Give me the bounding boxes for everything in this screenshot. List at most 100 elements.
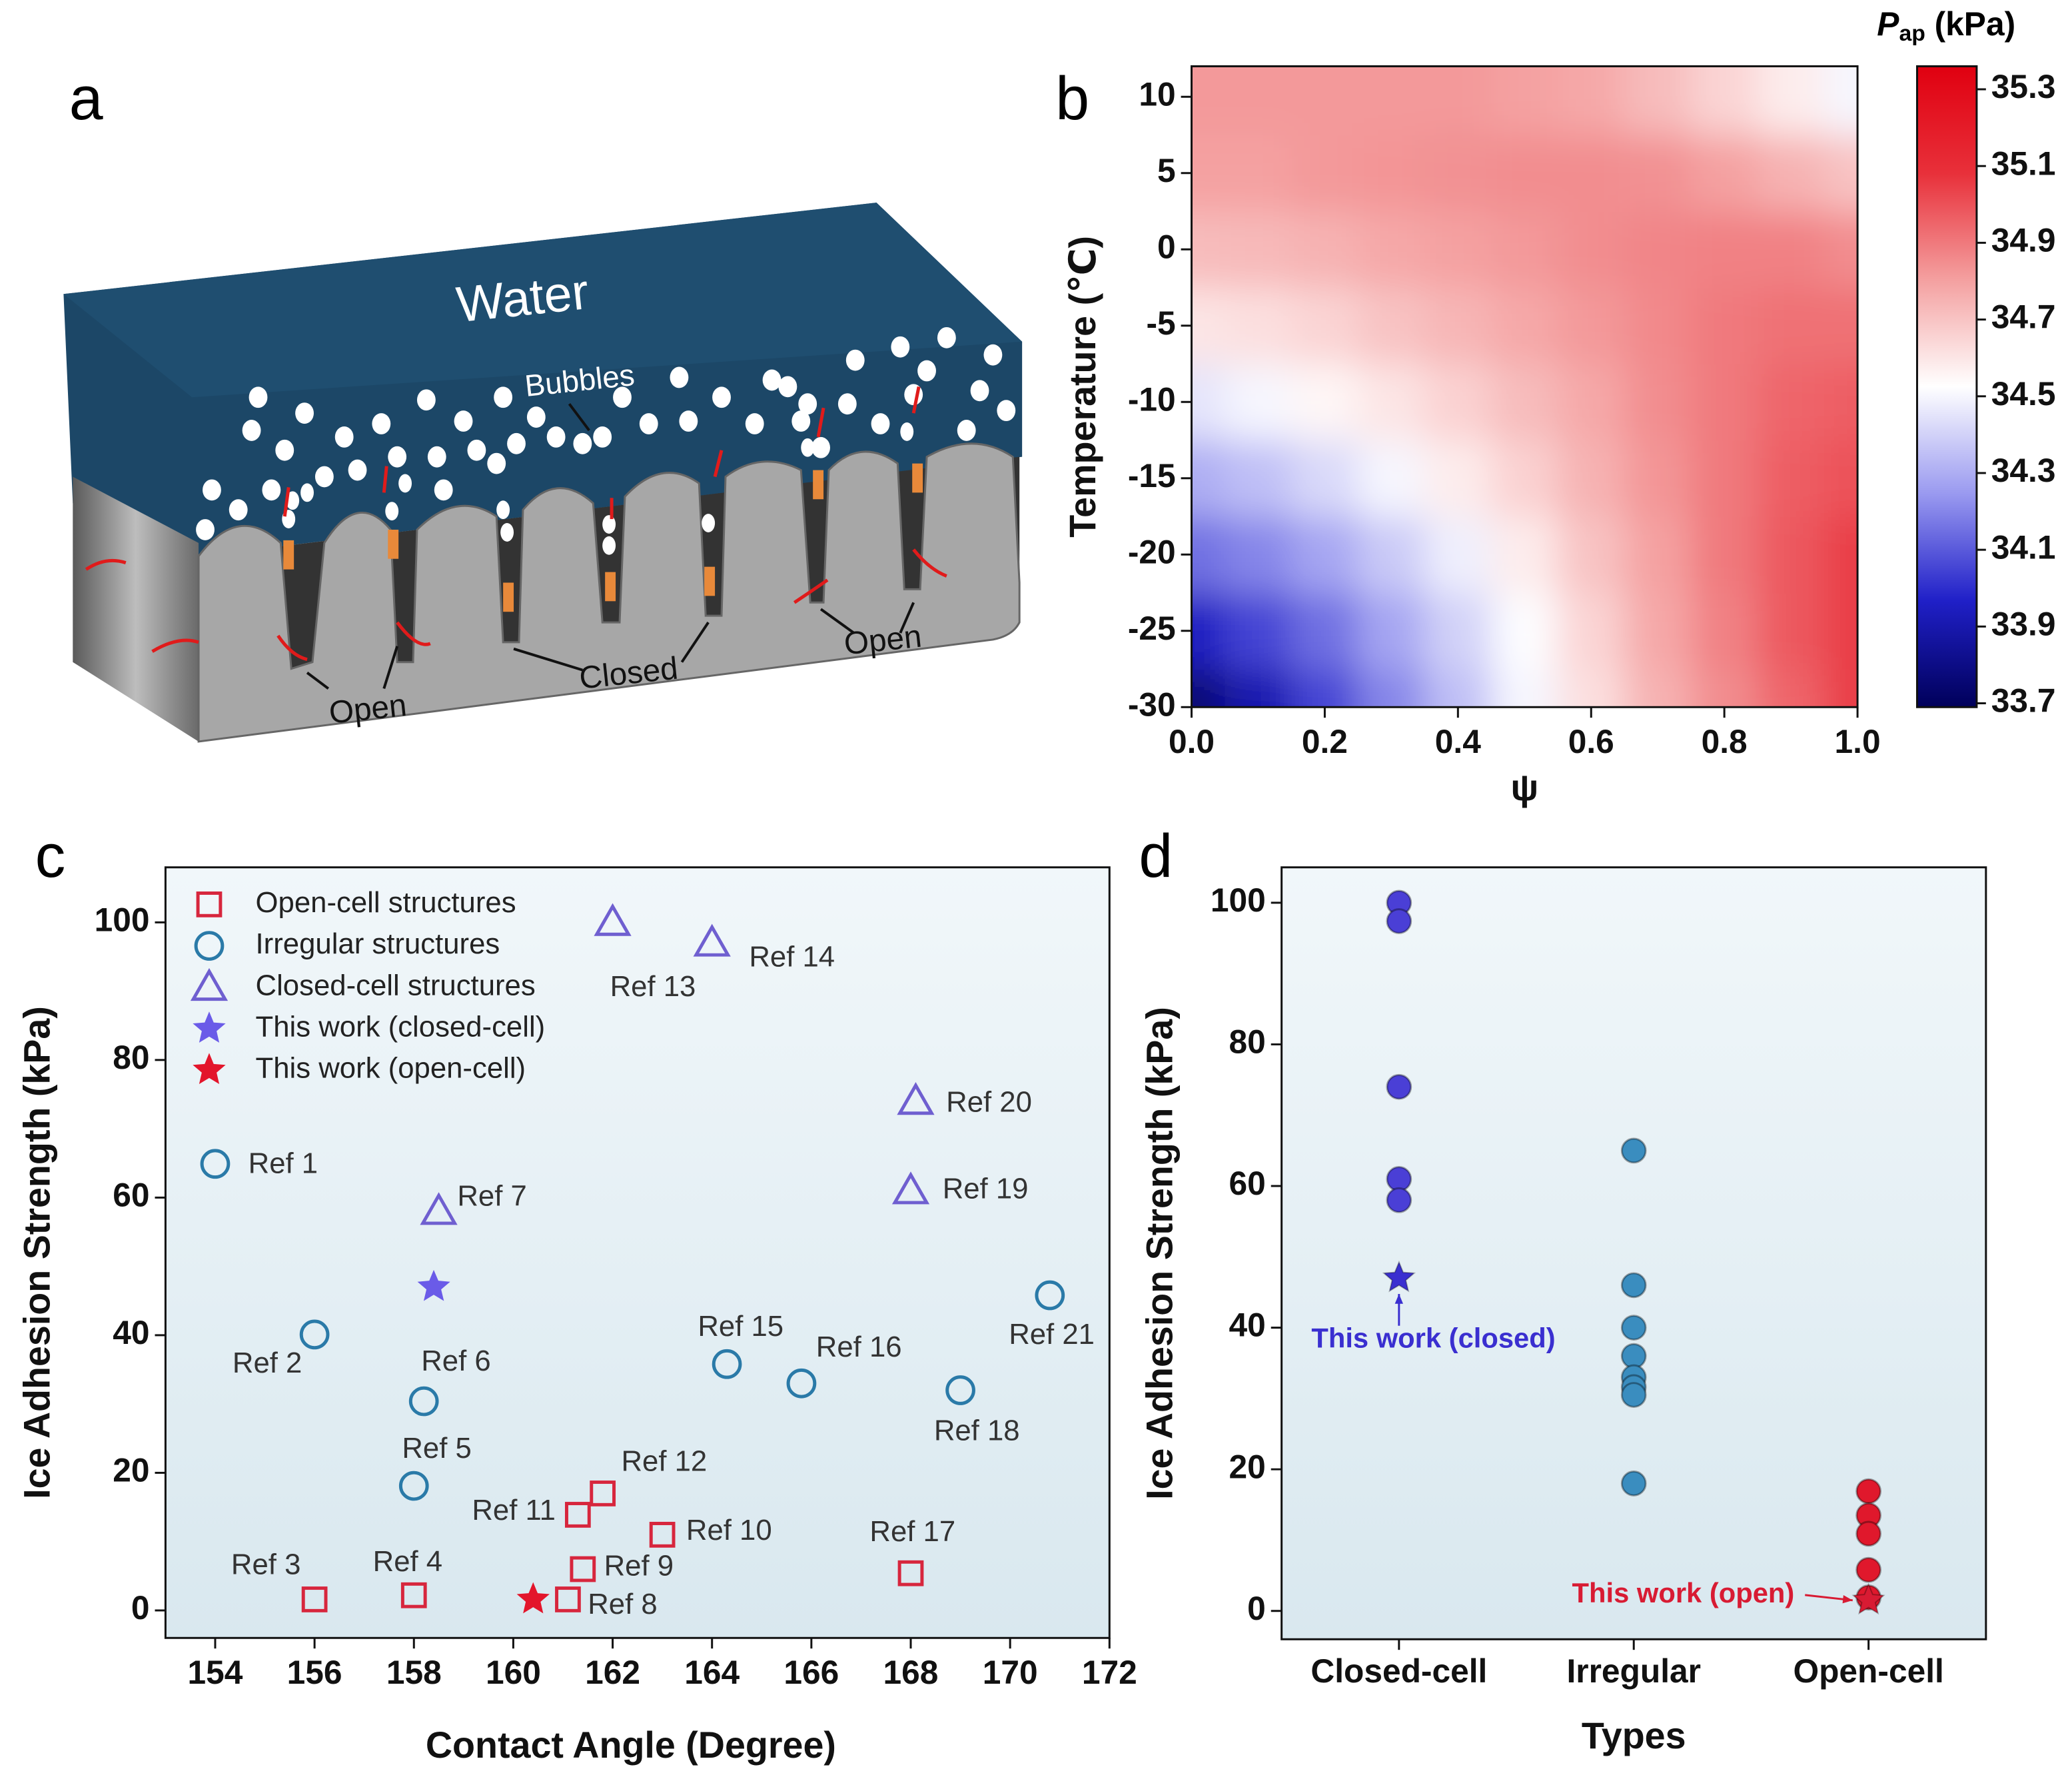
heatmap-cell	[1225, 287, 1293, 365]
y-tick-label: 80	[113, 1039, 149, 1076]
legend-marker	[193, 1011, 226, 1043]
bubble	[670, 366, 689, 388]
bubble	[196, 519, 215, 540]
y-tick-label: 20	[113, 1452, 149, 1489]
marker	[1851, 1582, 1885, 1615]
heatmap-cell	[1424, 669, 1492, 708]
y-tick-label: 0	[1247, 1590, 1266, 1627]
heatmap-cell	[1624, 211, 1692, 289]
heatmap-cell	[1358, 287, 1426, 365]
annotation: This work (open)	[1572, 1577, 1795, 1608]
marker	[649, 1522, 676, 1548]
heatmap-cell	[1358, 135, 1426, 213]
heatmap-cell	[1691, 669, 1759, 708]
point-label: Ref 19	[943, 1173, 1029, 1205]
heatmap-cell	[1191, 669, 1226, 708]
x-tick-label: 0.4	[1435, 723, 1481, 760]
plot-background	[164, 866, 1111, 1639]
heatmap-cell	[1191, 211, 1226, 289]
legend-marker	[193, 1053, 226, 1085]
heatmap-cell	[1758, 516, 1825, 594]
bubble	[385, 502, 399, 521]
marker	[1855, 1478, 1882, 1504]
heatmap-cell	[1424, 211, 1492, 289]
heatmap-cell	[1491, 516, 1559, 594]
heatmap-cell	[1758, 440, 1825, 518]
x-tick-label: 0.6	[1568, 723, 1614, 760]
marker	[1386, 908, 1412, 934]
x-tick-label: 158	[386, 1654, 442, 1691]
heatmap-cell	[1558, 364, 1626, 441]
marker	[897, 1560, 924, 1586]
y-tick-label: 0	[1157, 228, 1176, 265]
y-tick-label: 20	[1229, 1448, 1266, 1485]
bubble	[997, 400, 1016, 422]
heatmap-cell	[1691, 211, 1759, 289]
heatmap	[1191, 66, 1858, 708]
x-tick-label: Irregular	[1566, 1652, 1701, 1690]
marker	[1620, 1315, 1647, 1341]
heatmap-cell	[1191, 287, 1226, 365]
substrate	[197, 442, 1021, 743]
heatmap-cell	[1558, 211, 1626, 289]
heatmap-cell	[1358, 364, 1426, 441]
marker	[1620, 1137, 1647, 1164]
colorbar-subscript: ap	[1899, 21, 1925, 46]
point-label: Ref 8	[588, 1588, 657, 1620]
colorbar-tick-label: 33.9	[1991, 605, 2056, 642]
heatmap-cell	[1358, 66, 1426, 136]
heatmap-cell	[1291, 516, 1359, 594]
water-top	[63, 203, 1023, 398]
heatmap-cell	[1191, 135, 1226, 213]
heatmap-cell	[1624, 516, 1692, 594]
bubble	[295, 402, 314, 424]
bubble	[507, 432, 526, 454]
marker	[945, 1375, 975, 1405]
heatmap-cell	[1358, 669, 1426, 708]
heatmap-cell	[1491, 669, 1559, 708]
y-tick-label: -25	[1128, 610, 1176, 647]
leader-lines	[306, 403, 915, 690]
y-tick-label: -20	[1128, 533, 1176, 570]
y-tick-label: 40	[113, 1314, 149, 1351]
point-label: Ref 10	[686, 1514, 772, 1546]
bubble	[546, 426, 566, 448]
x-tick-label: 1.0	[1835, 723, 1881, 760]
marker	[1035, 1280, 1065, 1311]
legend-label: This work (closed-cell)	[256, 1011, 546, 1043]
point-label: Ref 17	[869, 1515, 955, 1548]
bubble	[811, 436, 830, 458]
heatmap-cell	[1824, 669, 1858, 708]
heatmap-cell	[1558, 516, 1626, 594]
bubble	[398, 474, 412, 493]
heatmap-cell	[1758, 66, 1825, 136]
legend-label: This work (open-cell)	[256, 1052, 526, 1085]
y-tick-label: 100	[95, 901, 150, 938]
heatmap-cell	[1691, 364, 1759, 441]
legend-marker	[196, 891, 223, 917]
x-tick-label: 156	[287, 1654, 342, 1691]
colorbar-tick-label: 34.5	[1991, 375, 2056, 412]
heatmap-cell	[1691, 135, 1759, 213]
bubble	[242, 420, 261, 441]
marker	[693, 923, 731, 957]
heatmap-cell	[1491, 592, 1559, 670]
x-tick-label: Closed-cell	[1310, 1652, 1487, 1690]
y-tick-label: 5	[1157, 152, 1176, 189]
y-tick-label: 10	[1139, 75, 1175, 113]
x-tick-label: 172	[1082, 1654, 1137, 1691]
heatmap-cell	[1558, 287, 1626, 365]
y-tick-label: -5	[1146, 304, 1175, 342]
legend-label: Closed-cell structures	[256, 969, 536, 1001]
x-tick-label: 154	[188, 1654, 243, 1691]
bubbles	[196, 326, 1016, 555]
marker	[1855, 1556, 1882, 1583]
heatmap-cell	[1491, 211, 1559, 289]
bubble	[262, 479, 281, 501]
heatmap-cell	[1225, 592, 1293, 670]
heatmap-cell	[1824, 135, 1858, 213]
annotation-arrowhead	[1394, 1294, 1404, 1304]
substrate-side	[73, 476, 199, 742]
point-label: Ref 15	[698, 1310, 783, 1343]
